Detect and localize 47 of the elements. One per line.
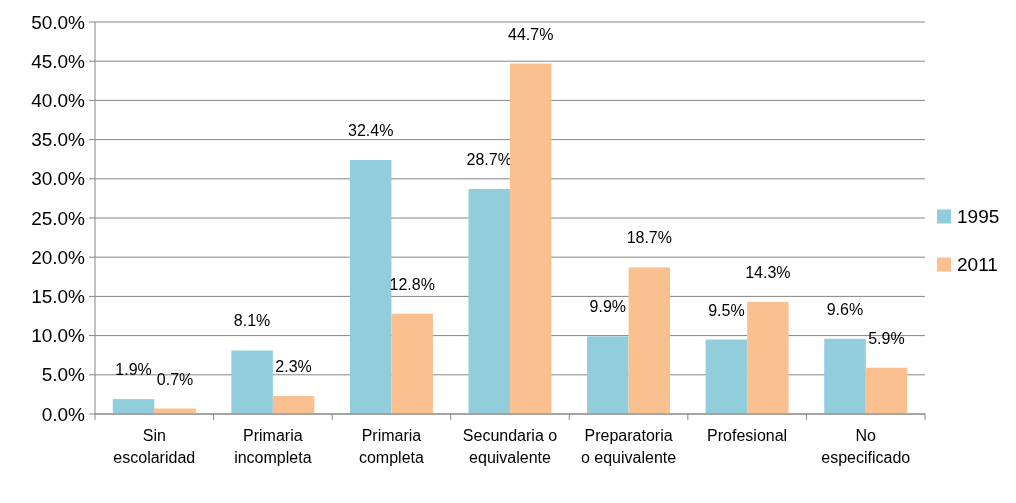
data-label: 9.9% [589,298,627,316]
y-tick-label: 40.0% [31,90,86,112]
y-tick-label: 35.0% [31,129,86,151]
data-label: 8.1% [233,312,271,330]
y-tick-label: 0.0% [41,403,86,425]
data-label: 5.9% [868,329,905,347]
bar [349,159,392,414]
y-tick-label: 45.0% [31,50,86,72]
x-tick-label: Preparatoria o equivalente [580,427,677,466]
y-tick-label: 50.0% [31,11,86,33]
y-tick-label: 20.0% [31,246,86,268]
bar [705,339,748,414]
y-tick-label: 15.0% [31,286,86,308]
data-label: 14.3% [745,263,791,281]
data-label: 44.7% [508,25,554,43]
data-label: 18.7% [626,229,673,247]
bar [824,338,866,414]
data-label: 32.4% [347,121,394,139]
y-tick-label: 30.0% [31,168,86,190]
bar [628,267,671,414]
legend-label: 1995 [957,206,1000,228]
bar [231,350,273,414]
y-tick-label: 5.0% [41,364,86,386]
data-label: 28.7% [466,150,512,168]
bar [272,395,315,414]
legend-label: 2011 [957,254,998,276]
bar [747,301,789,414]
bar [391,313,433,414]
data-label: 12.8% [389,275,435,293]
data-label: 9.5% [708,301,745,319]
data-label: 2.3% [275,357,312,375]
data-label: 9.6% [826,300,864,318]
y-tick-label: 10.0% [31,325,86,347]
bar [510,63,552,414]
x-tick-label: Secundaria o equivalente [462,427,558,466]
x-tick-label: No especificado [821,427,911,466]
bar [468,188,510,414]
x-tick-label: Sin escolaridad [113,427,196,466]
bar [865,367,908,414]
bar [587,336,629,414]
data-label: 0.7% [156,370,194,388]
data-label: 1.9% [115,361,152,379]
y-tick-label: 25.0% [31,207,86,229]
bar [112,399,155,414]
x-tick-label: Primaria completa [358,427,424,466]
x-tick-label: Profesional [707,427,788,444]
x-tick-label: Primaria incompleta [234,427,312,466]
